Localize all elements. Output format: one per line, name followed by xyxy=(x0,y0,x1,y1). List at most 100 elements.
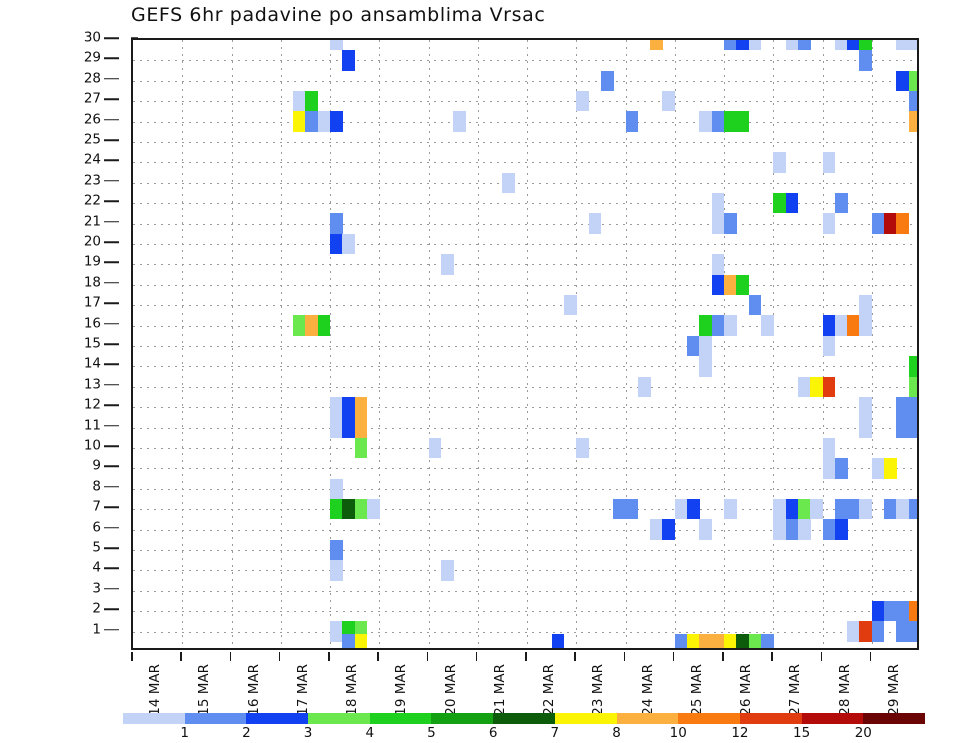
heatmap-cell xyxy=(342,233,356,255)
heatmap-cell xyxy=(908,356,917,377)
heatmap-cell xyxy=(354,633,368,648)
heatmap-cell xyxy=(293,91,306,112)
heatmap-cell xyxy=(822,315,836,336)
heatmap-cell xyxy=(748,633,762,648)
colorbar-tick-label: 4 xyxy=(365,725,375,741)
heatmap-cell xyxy=(330,417,343,438)
grid-line-horizontal xyxy=(133,386,917,388)
heatmap-cell xyxy=(847,315,860,336)
heatmap-cell xyxy=(785,40,799,51)
x-axis-tick-label: 24 MAR xyxy=(639,664,656,716)
grid-line-vertical xyxy=(231,40,233,648)
y-axis-tick-label: 17 xyxy=(83,294,101,311)
y-axis-tick xyxy=(104,98,119,100)
y-axis-tick-label: 18 xyxy=(83,274,101,291)
colorbar-tick-label: 3 xyxy=(303,725,313,741)
heatmap-cell xyxy=(711,274,725,295)
grid-line-horizontal xyxy=(133,366,917,368)
heatmap-cell xyxy=(711,193,725,214)
x-axis-tick xyxy=(180,652,182,661)
x-axis-tick xyxy=(574,652,576,661)
y-axis-tick-label: 28 xyxy=(83,70,101,87)
y-axis-tick-label: 1 xyxy=(92,620,101,637)
grid-line-horizontal xyxy=(133,305,917,307)
y-axis-tick xyxy=(104,261,119,264)
y-axis: 30 29 28 27 26 25 24 23 22 21 20 19 18 17 16 15 14 13 12 11… xyxy=(0,31,138,650)
x-axis-tick-label: 20 MAR xyxy=(442,664,459,716)
heatmap-cell xyxy=(428,437,442,459)
x-axis-tick xyxy=(328,652,330,661)
x-axis-tick-label: 14 MAR xyxy=(147,664,163,716)
heatmap-cell xyxy=(674,499,688,520)
x-axis-tick xyxy=(131,652,133,661)
grid-line-horizontal xyxy=(133,488,917,490)
grid-line-vertical xyxy=(330,40,331,648)
heatmap-cell xyxy=(342,50,356,71)
colorbar-segment xyxy=(123,713,185,724)
heatmap-cell xyxy=(588,213,602,234)
heatmap-cell xyxy=(760,315,774,336)
heatmap-cell xyxy=(810,376,823,397)
heatmap-cell xyxy=(884,601,897,622)
heatmap-cell xyxy=(453,111,466,132)
colorbar-tick-label: 2 xyxy=(242,725,251,741)
grid-line-vertical xyxy=(527,40,528,648)
colorbar-segment xyxy=(369,713,432,724)
heatmap-cell xyxy=(687,335,700,357)
colorbar-segment xyxy=(554,713,617,724)
grid-line-horizontal xyxy=(133,427,917,429)
grid-line-vertical xyxy=(428,40,430,648)
colorbar-segment xyxy=(184,713,247,724)
heatmap-cell xyxy=(859,499,873,520)
heatmap-cell xyxy=(896,70,910,91)
heatmap-cell xyxy=(822,213,836,234)
heatmap-cell xyxy=(440,560,454,581)
colorbar-segment xyxy=(616,713,679,724)
colorbar-segment xyxy=(493,713,555,724)
heatmap-cell xyxy=(748,40,762,51)
heatmap-cell xyxy=(711,633,725,648)
y-axis-tick xyxy=(104,118,119,121)
grid-line-horizontal xyxy=(133,182,917,184)
heatmap-cell xyxy=(736,274,750,295)
heatmap-cell xyxy=(724,40,737,51)
heatmap-cell xyxy=(330,560,343,581)
heatmap-cell xyxy=(908,601,917,622)
heatmap-cell xyxy=(773,499,786,520)
grid-line-horizontal xyxy=(133,611,917,613)
grid-line-vertical xyxy=(576,40,578,648)
colorbar-segment xyxy=(246,713,309,724)
x-axis-tick-label: 22 MAR xyxy=(541,664,557,716)
x-axis-tick xyxy=(525,652,527,661)
y-axis-tick xyxy=(104,363,119,366)
heatmap-cell xyxy=(724,274,737,295)
y-axis-tick xyxy=(104,139,119,141)
heatmap-cell xyxy=(330,213,343,234)
grid-line-horizontal xyxy=(133,448,917,449)
heatmap-cell xyxy=(871,213,885,234)
colorbar-segment xyxy=(863,713,925,724)
y-axis-tick-label: 3 xyxy=(92,580,101,597)
heatmap-cell xyxy=(810,499,823,520)
x-axis-tick-label: 29 MAR xyxy=(885,664,902,716)
heatmap-cell xyxy=(637,376,651,397)
colorbar-segment xyxy=(801,713,864,724)
y-axis-tick-label: 7 xyxy=(92,498,101,515)
y-axis-tick xyxy=(104,78,119,80)
heatmap-cell xyxy=(342,499,356,520)
grid-line-vertical xyxy=(280,40,282,648)
grid-line-horizontal xyxy=(133,284,917,286)
heatmap-cell xyxy=(773,519,786,540)
heatmap-cell xyxy=(600,70,614,91)
heatmap-cell xyxy=(785,499,799,520)
grid-line-horizontal xyxy=(133,162,917,164)
heatmap-cell xyxy=(797,519,811,540)
y-axis-tick xyxy=(104,37,119,39)
heatmap-cell xyxy=(896,417,910,438)
heatmap-cell xyxy=(896,499,910,520)
x-axis-tick-label: 26 MAR xyxy=(738,664,754,716)
colorbar-tick-label: 5 xyxy=(427,725,436,741)
heatmap-cell xyxy=(908,621,917,642)
y-axis-tick-label: 19 xyxy=(83,253,101,270)
x-axis-tick xyxy=(869,652,872,661)
